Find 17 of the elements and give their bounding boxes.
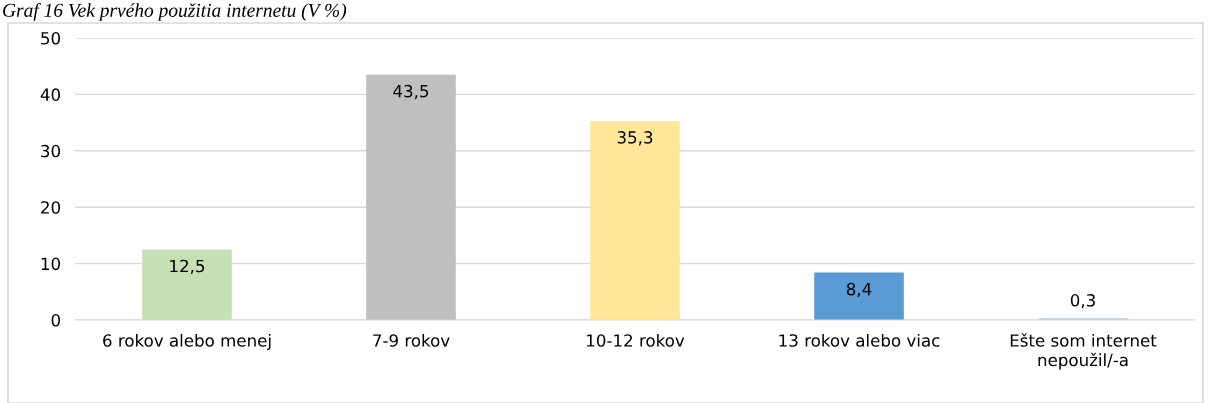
- x-tick-label: 13 rokov alebo viac: [779, 333, 940, 347]
- y-tick-label: 20: [41, 201, 60, 214]
- x-tick-label: 6 rokov alebo menej: [103, 333, 271, 351]
- data-label: 35,3: [617, 131, 653, 146]
- x-tick-label: 7-9 rokov: [373, 333, 450, 347]
- y-tick-label: 10: [41, 257, 60, 271]
- y-tick-label: 0: [51, 313, 60, 327]
- y-tick-label: 30: [41, 144, 60, 158]
- data-label: 0,3: [1070, 294, 1095, 309]
- chart-title: Graf 16 Vek prvého použitia internetu (V %): [3, 3, 347, 21]
- data-label: 43,5: [393, 84, 429, 100]
- y-tick-label: 40: [40, 88, 60, 101]
- data-label: 8,4: [846, 282, 872, 298]
- y-tick-label: 50: [41, 31, 60, 45]
- x-tick-label: 10-12 rokov: [587, 333, 685, 347]
- x-tick-label: Ešte som internet nepoužil/-a: [1010, 333, 1157, 370]
- data-label: 12,5: [170, 259, 205, 274]
